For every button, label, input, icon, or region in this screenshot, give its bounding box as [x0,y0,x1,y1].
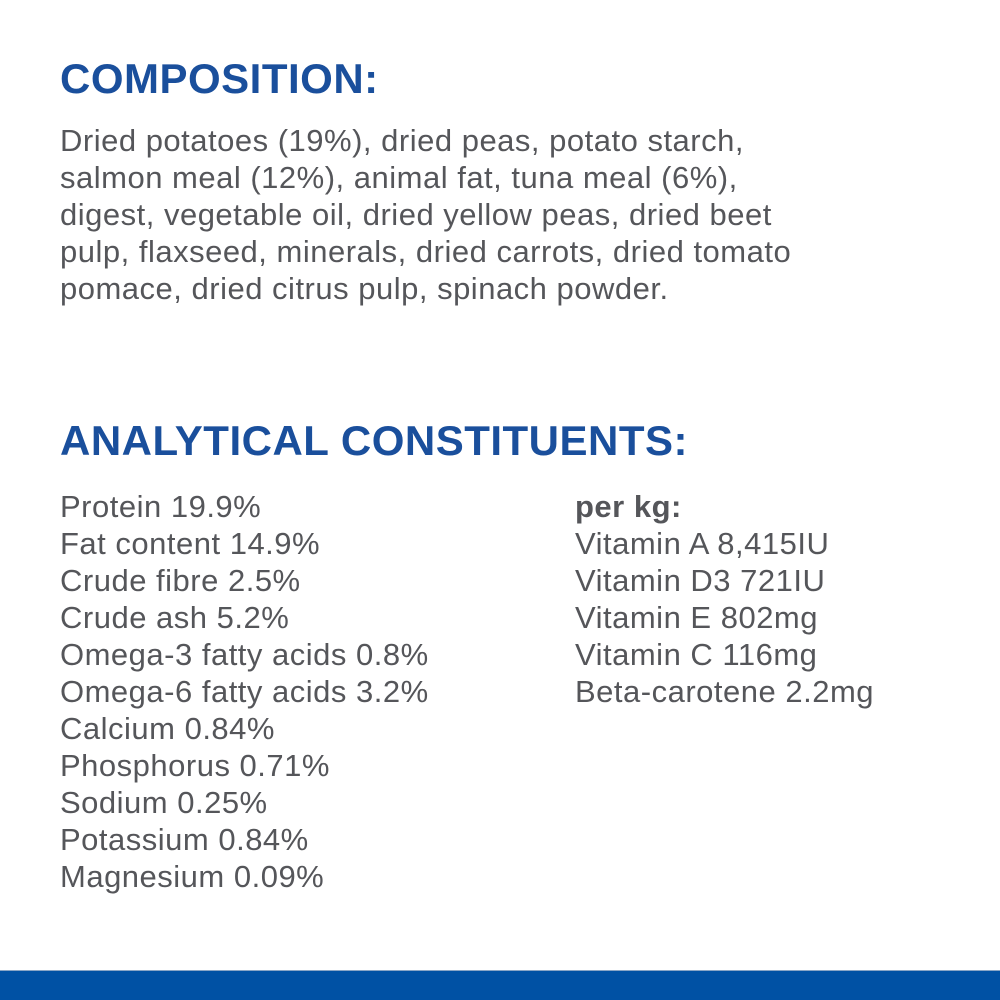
vitamin-item: Vitamin C 116mg [575,637,818,672]
composition-line: digest, vegetable oil, dried yellow peas… [60,197,772,232]
composition-paragraph: Dried potatoes (19%), dried peas, potato… [60,122,791,307]
nutrient-item: Calcium 0.84% [60,711,275,746]
composition-line: salmon meal (12%), animal fat, tuna meal… [60,160,738,195]
vitamin-item: Vitamin E 802mg [575,600,818,635]
nutrient-item: Sodium 0.25% [60,785,268,820]
analytical-constituents-heading: ANALYTICAL CONSTITUENTS: [60,417,689,464]
bottom-blue-bar [0,970,1000,1000]
nutrient-item: Omega-6 fatty acids 3.2% [60,674,429,709]
nutrient-item: Fat content 14.9% [60,526,321,561]
vitamin-item: Beta-carotene 2.2mg [575,674,875,709]
composition-heading: COMPOSITION: [60,55,379,102]
composition-line: Dried potatoes (19%), dried peas, potato… [60,123,744,158]
composition-line: pomace, dried citrus pulp, spinach powde… [60,271,669,306]
per-kg-heading: per kg: [575,489,682,524]
nutrient-item: Crude fibre 2.5% [60,563,301,598]
nutrient-item: Phosphorus 0.71% [60,748,330,783]
per-kg-list: per kg: Vitamin A 8,415IU Vitamin D3 721… [575,488,874,710]
nutrient-item: Potassium 0.84% [60,822,309,857]
nutrient-item: Crude ash 5.2% [60,600,290,635]
vitamin-item: Vitamin D3 721IU [575,563,826,598]
vitamin-item: Vitamin A 8,415IU [575,526,830,561]
nutrient-item: Protein 19.9% [60,489,262,524]
composition-line: pulp, flaxseed, minerals, dried carrots,… [60,234,792,269]
nutrient-list: Protein 19.9% Fat content 14.9% Crude fi… [60,488,429,895]
nutrient-item: Magnesium 0.09% [60,859,325,894]
nutrient-item: Omega-3 fatty acids 0.8% [60,637,429,672]
